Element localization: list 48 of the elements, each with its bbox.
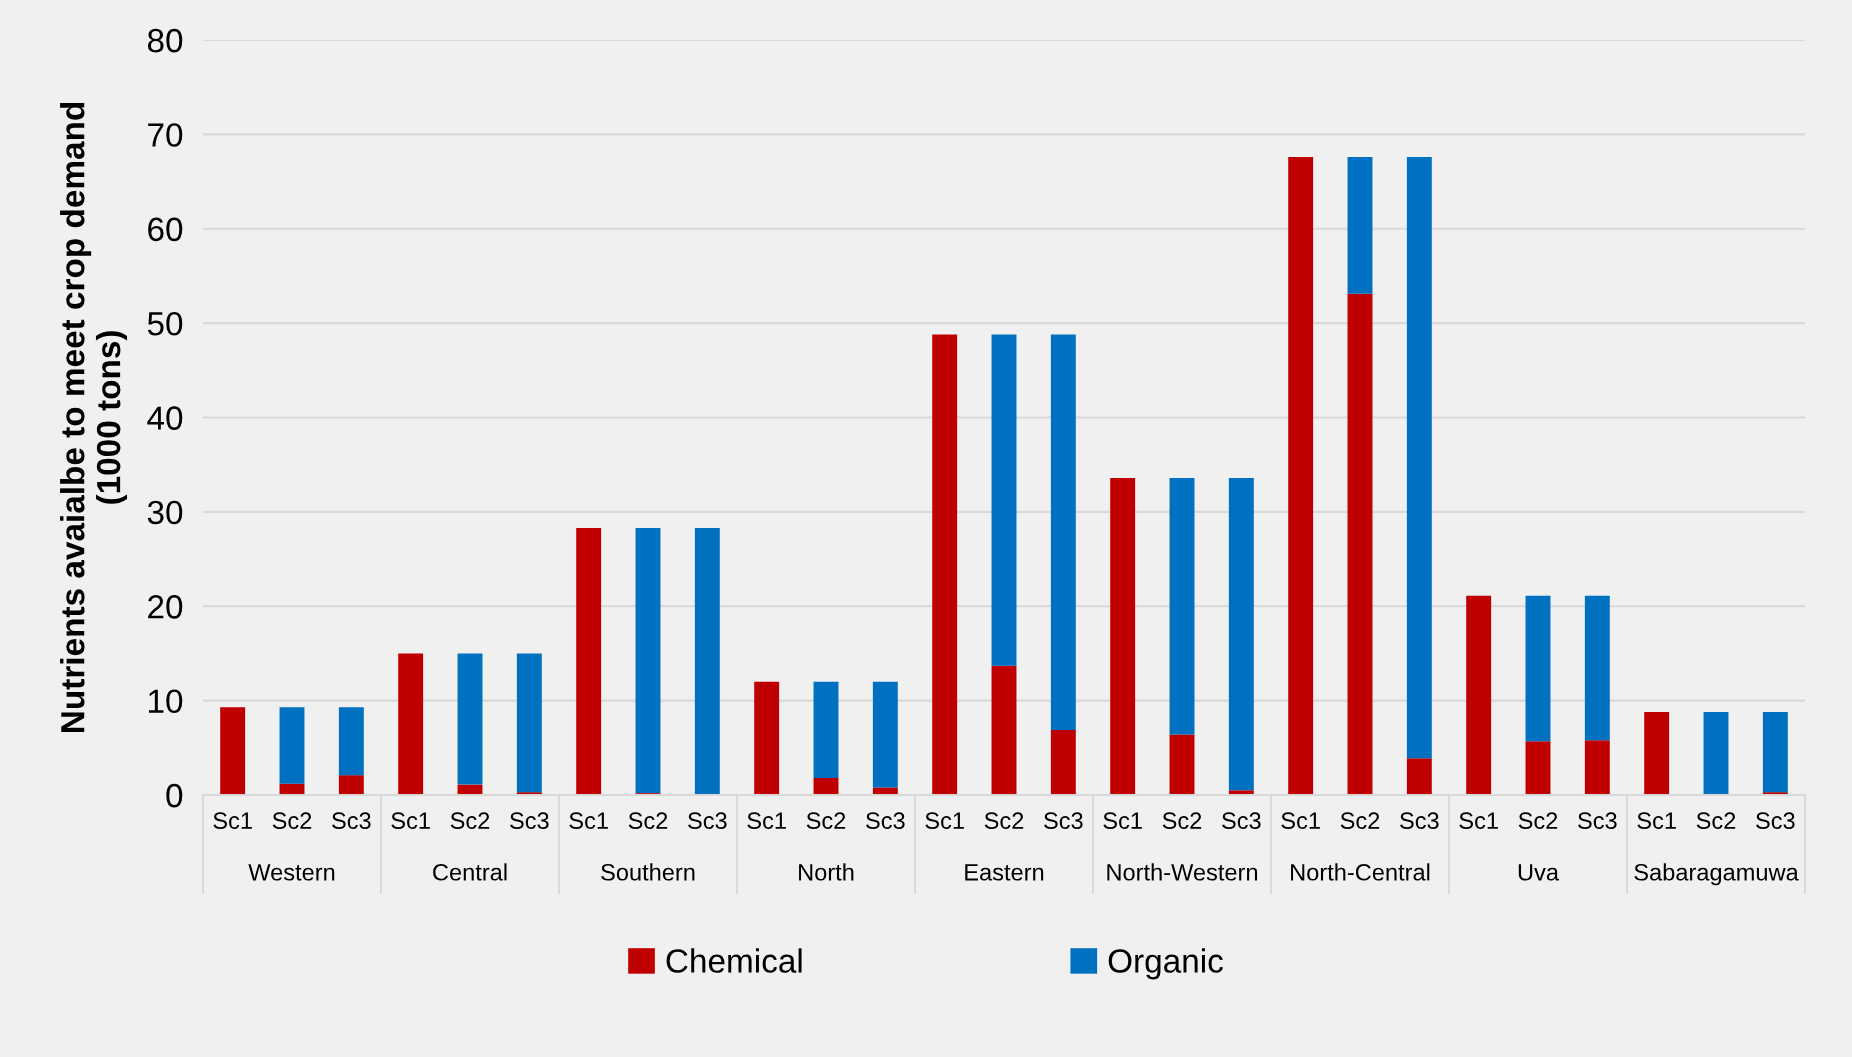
y-tick-label: 20: [148, 595, 183, 619]
y-tick-label: 50: [147, 311, 183, 336]
y-tick-label: 30: [147, 500, 183, 525]
x-tick-label: Sc1: [213, 812, 252, 830]
x-tick-label: Sc2: [628, 812, 668, 830]
text: Western: [248, 864, 335, 881]
text: North: [799, 863, 854, 881]
x-tick-label: Sc3: [1578, 812, 1617, 830]
x-tick-label: Sc2: [984, 812, 1024, 830]
text: Uva: [1518, 864, 1559, 881]
x-tick-label: Sc3: [332, 812, 371, 830]
legend-label: Organic: [1108, 948, 1223, 980]
x-tick-label: Sc2: [450, 812, 490, 830]
y-tick-label: 40: [147, 406, 183, 430]
text: Southern: [601, 863, 695, 881]
text: Sabaragamuwa: [1634, 863, 1799, 886]
y-tick-label: 70: [148, 123, 183, 147]
x-tick-label: Sc1: [925, 812, 964, 830]
x-tick-label: Sc2: [1696, 812, 1736, 830]
text: North-Western: [1107, 863, 1258, 881]
x-tick-label: Sc1: [747, 812, 786, 830]
text: Eastern: [965, 864, 1044, 881]
x-tick-label: Sc2: [1518, 812, 1558, 830]
x-tick-label: Sc1: [391, 812, 430, 830]
x-tick-label: Sc1: [1103, 812, 1142, 830]
x-tick-label: Sc2: [806, 812, 846, 830]
y-axis-title: Nutrients avaialbe to meet crop demand (1000 tons): [60, 102, 128, 732]
y-tick-label: 0: [166, 783, 183, 808]
legend-label: Chemical: [666, 948, 802, 973]
x-tick-label: Sc1: [569, 812, 608, 830]
x-tick-label: Sc1: [1637, 812, 1676, 830]
y-tick-label: 10: [149, 689, 183, 714]
x-tick-label: Sc2: [1162, 812, 1202, 830]
x-tick-label: Sc3: [1756, 812, 1795, 830]
x-tick-label: Sc1: [1459, 812, 1498, 830]
x-tick-label: Sc1: [1281, 812, 1320, 830]
y-tick-label: 60: [148, 217, 183, 242]
x-tick-label: Sc3: [1222, 812, 1261, 830]
text: Central: [433, 863, 507, 881]
x-tick-label: Sc3: [1400, 812, 1439, 830]
x-tick-label: Sc3: [510, 812, 549, 830]
x-tick-label: Sc2: [1340, 812, 1380, 830]
x-tick-label: Sc3: [866, 812, 905, 830]
x-tick-label: Sc2: [272, 812, 312, 830]
x-tick-label: Sc3: [688, 812, 727, 830]
x-tick-label: Sc3: [1044, 812, 1083, 830]
y-tick-label: 80: [147, 28, 183, 53]
text: North-Central: [1291, 863, 1430, 881]
